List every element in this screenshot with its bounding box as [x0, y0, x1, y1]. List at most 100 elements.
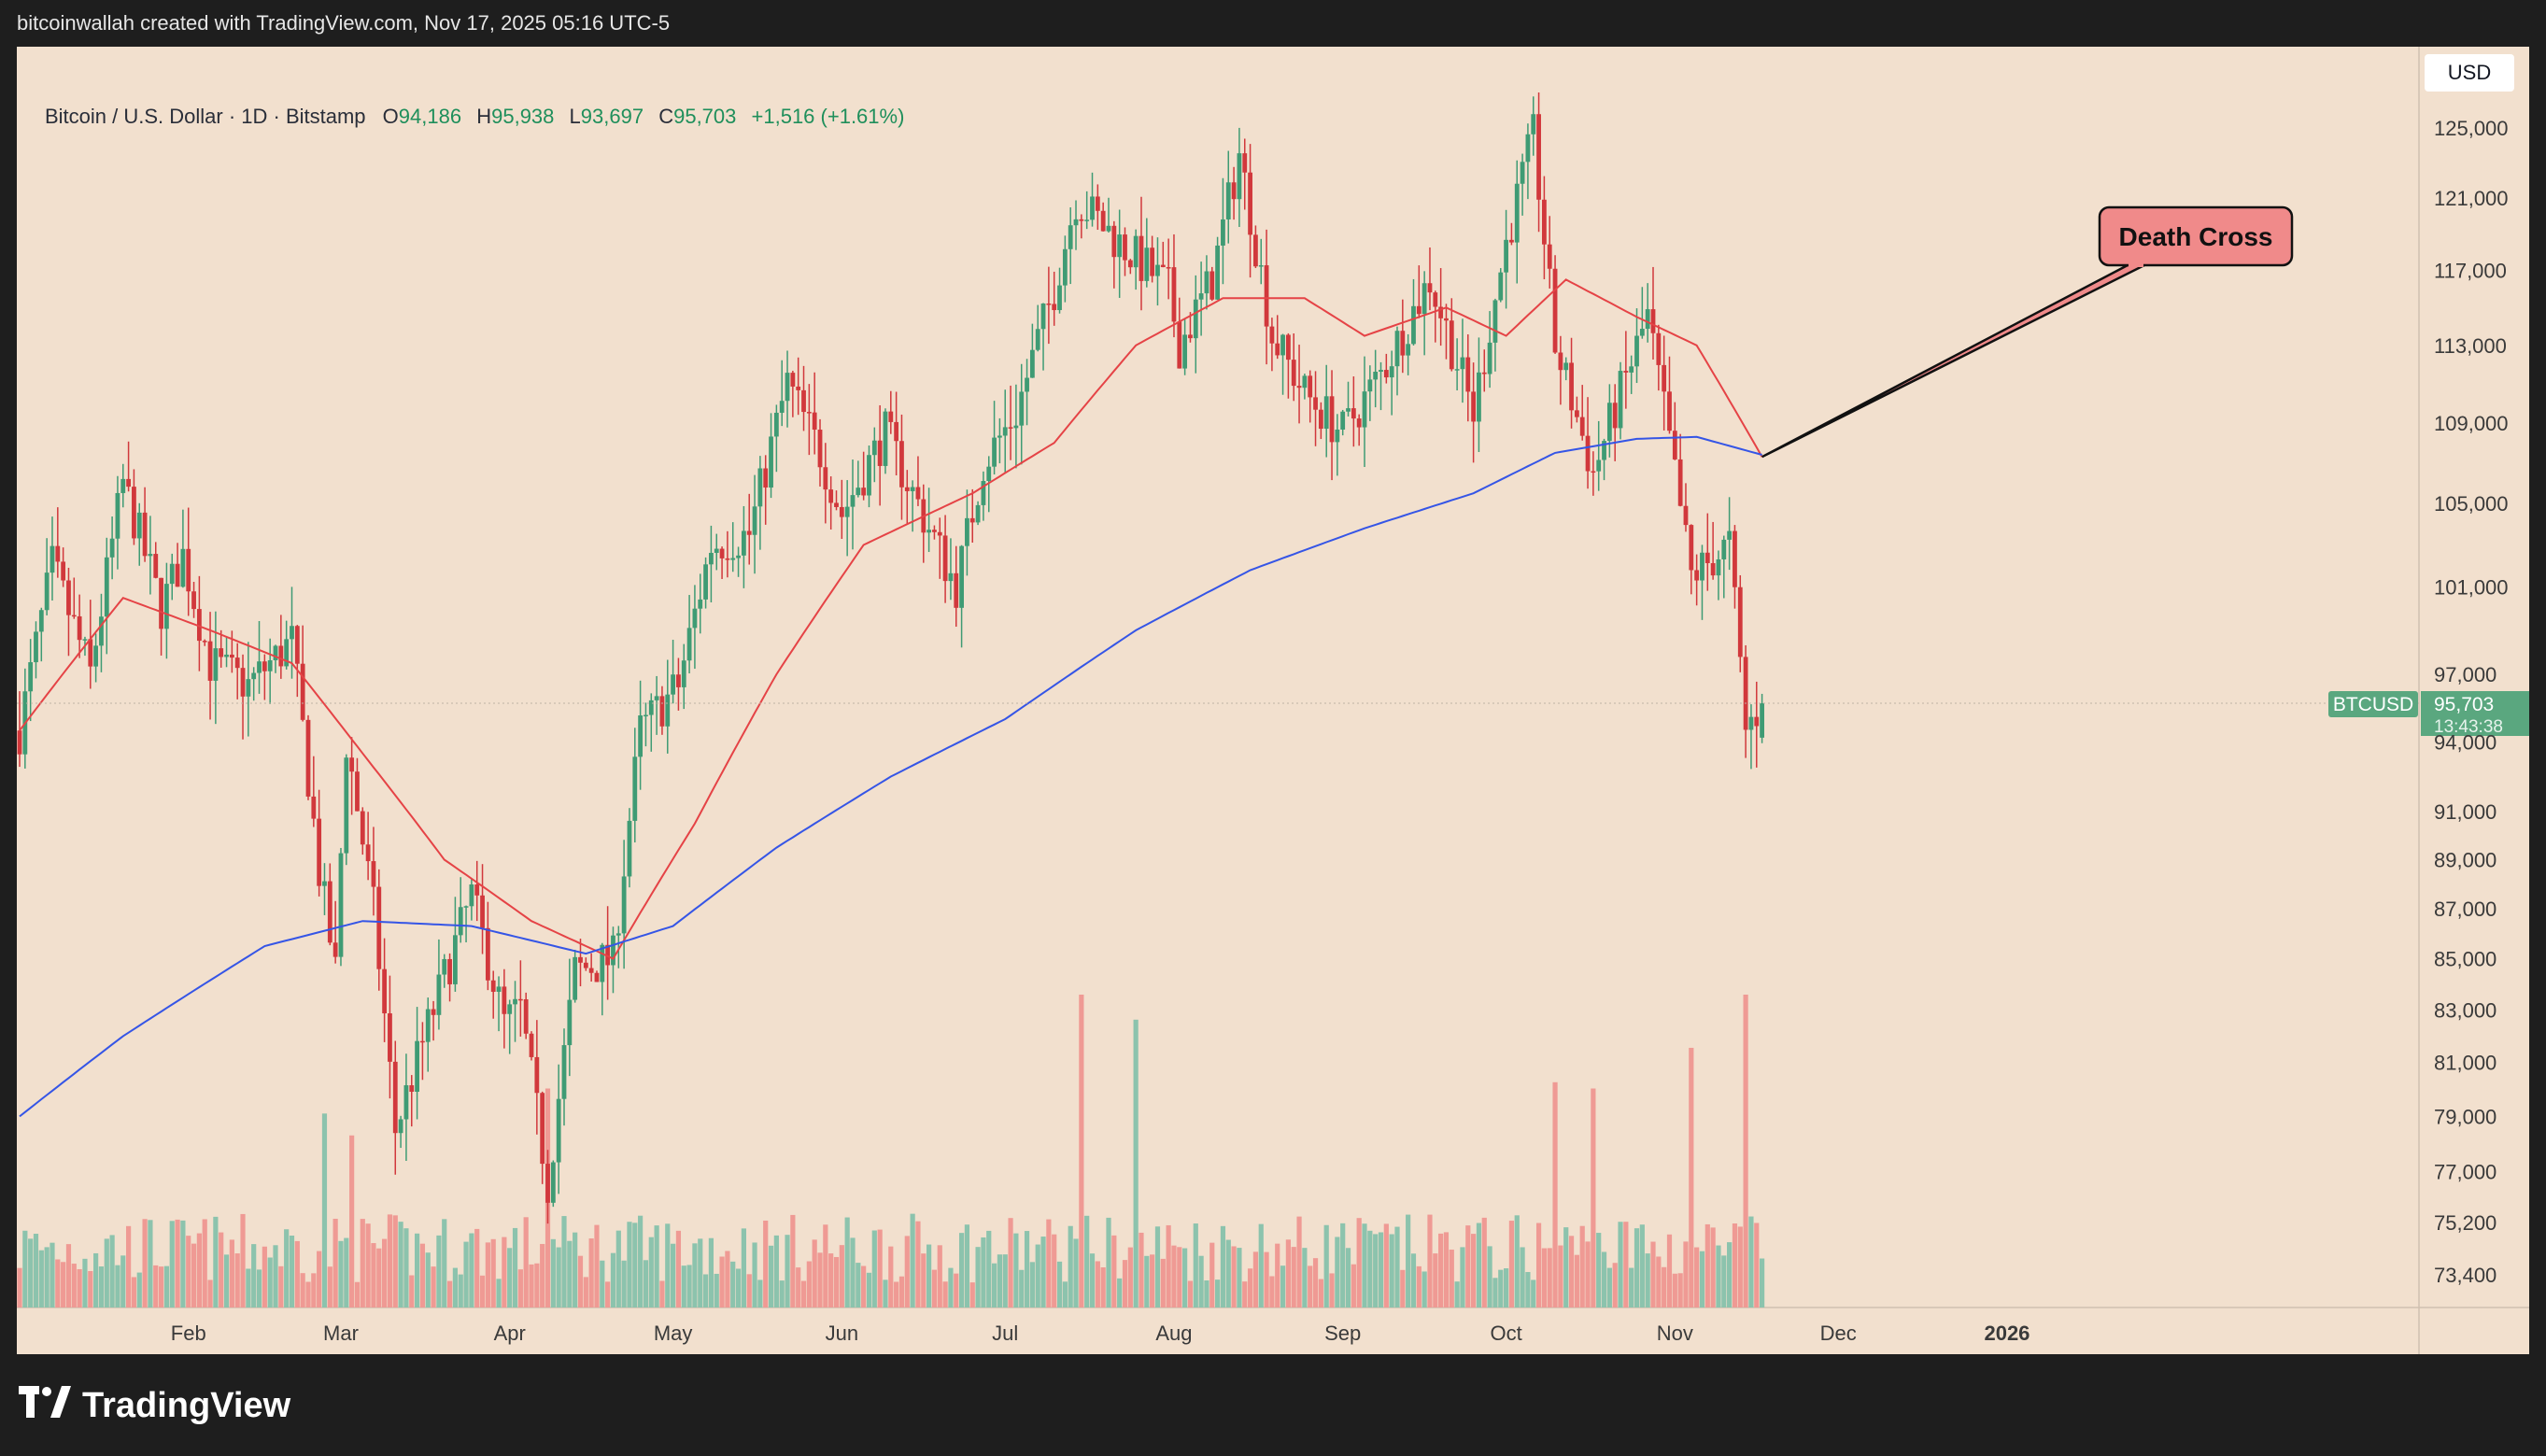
volume-bar — [104, 1238, 109, 1308]
candle-body — [573, 956, 578, 1000]
volume-bar — [730, 1261, 736, 1308]
candle-body — [496, 986, 502, 992]
candle-body — [583, 962, 588, 968]
candle-body — [1552, 268, 1558, 353]
currency-badge[interactable]: USD — [2425, 54, 2514, 92]
volume-bar — [665, 1223, 671, 1308]
candle-body — [1035, 329, 1040, 350]
candle-body — [1596, 459, 1602, 472]
volume-bar — [937, 1245, 942, 1308]
volume-bar — [1650, 1241, 1656, 1308]
volume-bar — [719, 1256, 725, 1308]
candle-body — [132, 487, 136, 539]
candle-body — [1694, 570, 1700, 581]
candle-body — [1525, 134, 1531, 163]
candle-body — [344, 757, 349, 854]
candle-body — [1487, 342, 1492, 375]
volume-bar — [354, 1281, 361, 1308]
candle-body — [1672, 431, 1677, 459]
candle-body — [1629, 366, 1634, 373]
volume-bar — [223, 1254, 230, 1308]
candle-body — [823, 467, 828, 490]
volume-bar — [790, 1214, 796, 1308]
candle-body — [1302, 375, 1308, 389]
volume-bar — [1662, 1266, 1667, 1308]
candle-body — [1563, 362, 1569, 371]
volume-bar — [812, 1239, 817, 1308]
volume-bar — [1612, 1263, 1618, 1308]
candle-body — [453, 935, 458, 984]
volume-bar — [1133, 1019, 1139, 1308]
high-value: 95,938 — [491, 105, 555, 128]
volume-bar — [163, 1265, 170, 1308]
candle-body — [1406, 344, 1411, 356]
time-tick-label: Jun — [826, 1322, 858, 1345]
candle-body — [1248, 172, 1252, 235]
volume-bar — [360, 1219, 365, 1308]
volume-bar — [1335, 1237, 1340, 1308]
volume-bar — [1171, 1245, 1177, 1308]
candle-body — [1547, 244, 1552, 269]
volume-bar — [806, 1261, 812, 1308]
volume-bar — [65, 1244, 72, 1308]
candle-body — [1748, 716, 1754, 730]
candle-body — [698, 599, 703, 609]
volume-bar — [1056, 1261, 1063, 1308]
candle-body — [82, 639, 88, 641]
volume-bar — [1754, 1223, 1760, 1308]
volume-bar — [768, 1245, 774, 1308]
candle-body — [600, 944, 605, 982]
candle-body — [126, 478, 131, 488]
candle-body — [1585, 435, 1591, 472]
volume-bar — [1100, 1266, 1106, 1308]
candle-body — [1542, 199, 1547, 245]
candle-body — [104, 557, 109, 617]
candle-body — [1144, 247, 1150, 281]
volume-bar — [1579, 1225, 1585, 1308]
candle-body — [1704, 552, 1710, 563]
candle-body — [1379, 370, 1383, 373]
candle-body — [311, 796, 317, 819]
volume-bar — [517, 1269, 523, 1308]
candle-body — [234, 657, 240, 669]
candle-body — [883, 411, 888, 466]
candle-body — [415, 1040, 419, 1092]
volume-bar — [1737, 1226, 1743, 1308]
branding-bar — [0, 1354, 2546, 1456]
volume-bar — [986, 1230, 992, 1308]
candle-body — [1579, 417, 1585, 436]
volume-bar — [229, 1239, 234, 1308]
volume-bar — [958, 1233, 965, 1308]
time-tick-label: Feb — [171, 1322, 206, 1345]
volume-bar — [1563, 1227, 1569, 1308]
volume-bar — [877, 1229, 883, 1308]
volume-bar — [948, 1267, 954, 1308]
volume-bar — [479, 1275, 486, 1308]
volume-bar — [904, 1236, 910, 1308]
candle-body — [229, 654, 234, 658]
candle-body — [714, 548, 719, 553]
volume-bar — [1666, 1234, 1673, 1308]
candle-body — [338, 853, 344, 957]
time-tick-label: 2026 — [1984, 1322, 2030, 1345]
candle-body — [1166, 267, 1171, 269]
volume-bar — [22, 1230, 28, 1308]
volume-bar — [88, 1270, 93, 1308]
death-cross-annotation[interactable]: Death Cross — [1761, 205, 2294, 459]
volume-bar — [1552, 1081, 1558, 1308]
candle-body — [1606, 403, 1612, 442]
volume-bar — [442, 1219, 447, 1308]
candle-body — [1068, 225, 1073, 249]
chart-frame[interactable]: BTCUSD 95,703 13:43:38 125,000 121,000 117,0… — [17, 47, 2529, 1354]
volume-bar — [1623, 1222, 1629, 1308]
candle-body — [55, 545, 61, 562]
candle-body — [556, 1098, 561, 1163]
candle-body — [290, 626, 294, 640]
candle-body — [1727, 530, 1733, 540]
volume-bar — [871, 1230, 877, 1308]
candle-body — [115, 492, 120, 539]
candle-body — [1531, 114, 1536, 134]
volume-bar — [529, 1264, 534, 1308]
candle-body — [300, 663, 305, 720]
